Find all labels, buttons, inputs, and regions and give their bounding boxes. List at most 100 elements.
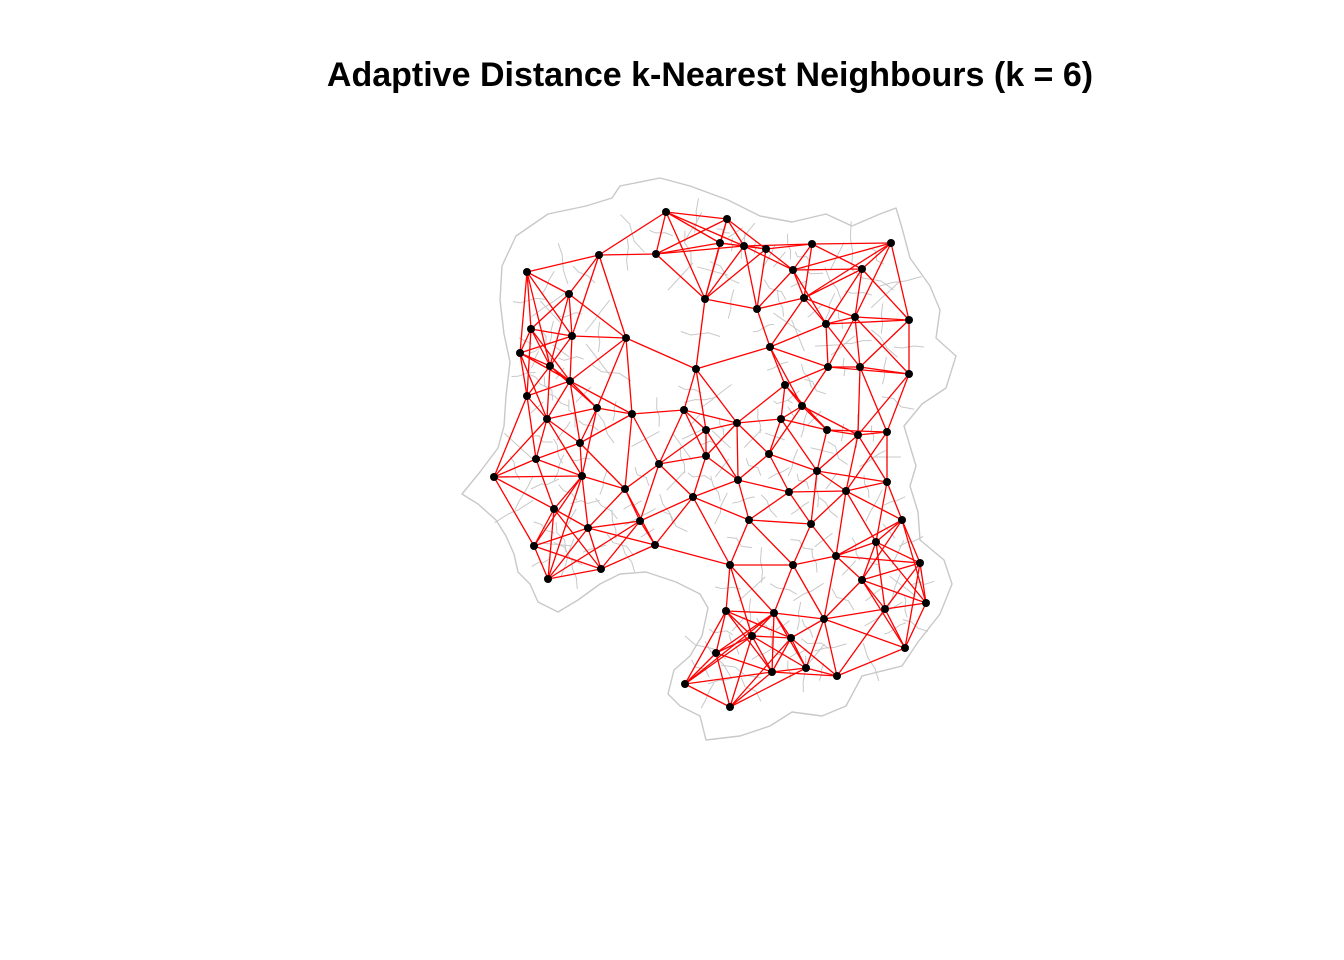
region-boundary	[701, 384, 732, 408]
neighbour-edge	[826, 429, 888, 433]
neighbour-edge	[792, 523, 812, 566]
centroid-point	[543, 415, 551, 423]
centroid-point	[550, 505, 558, 513]
region-boundary	[531, 541, 571, 547]
neighbour-edge	[683, 409, 738, 424]
neighbour-edge	[792, 269, 827, 325]
region-boundary	[597, 413, 615, 444]
neighbour-edge	[792, 269, 805, 299]
centroid-point	[770, 609, 778, 617]
centroid-point	[726, 703, 734, 711]
neighbour-edge	[535, 442, 581, 460]
neighbour-edge	[875, 541, 886, 610]
neighbour-edge	[493, 458, 537, 478]
neighbour-edge	[736, 384, 786, 424]
centroid-point	[621, 485, 629, 493]
region-boundary	[572, 265, 596, 284]
neighbour-edge	[533, 545, 549, 580]
neighbour-edge	[773, 612, 825, 620]
neighbour-edge	[857, 366, 861, 436]
neighbour-edge	[803, 297, 827, 325]
centroid-point	[833, 672, 841, 680]
neighbour-edge	[493, 476, 535, 547]
region-boundary	[827, 441, 848, 465]
neighbour-edge	[729, 671, 773, 708]
neighbour-edge	[810, 490, 847, 525]
neighbour-edge	[526, 271, 532, 330]
neighbour-edge	[788, 490, 847, 493]
neighbour-edge	[569, 380, 633, 415]
region-boundary	[773, 312, 801, 333]
neighbour-edge	[526, 328, 532, 397]
neighbour-edge	[600, 520, 641, 570]
region-boundary	[738, 576, 766, 602]
neighbour-edges	[493, 211, 927, 708]
neighbour-edge	[751, 635, 792, 639]
neighbour-edge	[884, 608, 906, 649]
neighbour-edge	[792, 242, 892, 271]
neighbour-edge	[683, 368, 697, 411]
centroid-point	[546, 362, 554, 370]
neighbour-edge	[835, 555, 863, 581]
neighbour-edge	[533, 527, 589, 547]
neighbour-edge	[568, 254, 600, 295]
region-centroids	[490, 208, 930, 711]
neighbour-edge	[780, 418, 828, 431]
neighbour-edge	[596, 337, 627, 409]
region-boundary	[859, 449, 886, 468]
neighbour-edge	[825, 323, 861, 368]
region-boundary	[512, 297, 546, 304]
region-boundary	[714, 492, 728, 525]
map-outline	[461, 177, 957, 741]
neighbour-edge	[803, 242, 892, 299]
neighbour-edge	[792, 268, 863, 271]
centroid-point	[733, 419, 741, 427]
centroid-point	[712, 649, 720, 657]
centroid-point	[872, 538, 880, 546]
neighbour-edge	[769, 346, 803, 407]
neighbour-edge	[845, 481, 888, 492]
neighbour-edge	[861, 579, 886, 610]
neighbour-edge	[568, 293, 627, 339]
neighbour-edge	[533, 545, 602, 570]
neighbour-edge	[692, 496, 731, 566]
neighbour-edge	[780, 418, 818, 472]
region-boundary	[870, 329, 899, 358]
neighbour-edge	[857, 373, 910, 436]
neighbour-edge	[884, 602, 927, 610]
neighbour-edge	[725, 564, 731, 612]
centroid-point	[692, 365, 700, 373]
neighbour-edge	[861, 268, 910, 321]
region-boundary	[887, 573, 901, 610]
neighbour-edge	[884, 562, 921, 610]
neighbour-edge	[655, 242, 721, 255]
neighbour-edge	[493, 418, 548, 478]
neighbour-edge	[587, 527, 656, 546]
neighbour-edge	[655, 211, 667, 255]
neighbour-edge	[904, 602, 927, 649]
neighbour-edge	[535, 458, 555, 510]
neighbour-edge	[857, 431, 888, 436]
region-boundary	[631, 430, 660, 448]
neighbour-edge	[729, 667, 807, 708]
neighbour-edge	[769, 323, 827, 348]
neighbour-edge	[639, 496, 694, 522]
region-boundary	[595, 497, 618, 520]
neighbour-edge	[801, 366, 829, 407]
centroid-point	[898, 516, 906, 524]
neighbour-edge	[704, 242, 721, 300]
centroid-point	[762, 245, 770, 253]
neighbour-edge	[546, 418, 583, 477]
neighbour-edge	[569, 337, 627, 382]
region-boundary	[902, 619, 929, 632]
centroid-point	[781, 381, 789, 389]
neighbour-edge	[631, 413, 660, 465]
centroid-point	[883, 478, 891, 486]
neighbour-edge	[571, 254, 600, 337]
neighbour-edge	[756, 269, 794, 310]
neighbour-edge	[684, 683, 731, 708]
neighbour-edge	[553, 475, 583, 510]
neighbour-edge	[726, 218, 745, 247]
neighbour-edge	[530, 328, 551, 367]
neighbour-edge	[684, 671, 773, 685]
